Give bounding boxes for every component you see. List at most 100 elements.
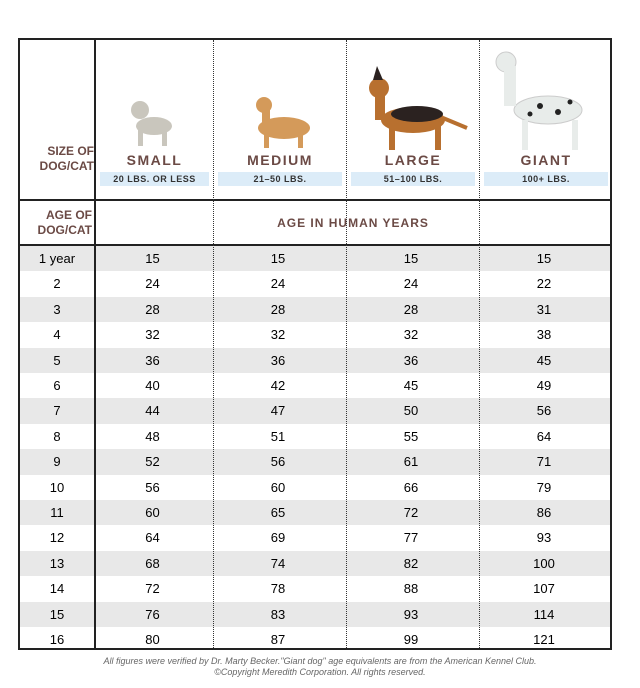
human-age-cell: 72 [145,581,160,597]
human-age-cell: 32 [403,327,419,343]
pug-icon [131,101,172,146]
size-name: GIANT [520,152,572,168]
table-row: 9 52 56 61 71 [20,449,610,475]
table-row: 7 44 47 50 56 [20,398,610,424]
human-age-cell: 87 [270,632,286,647]
human-age-cell: 45 [536,352,552,368]
size-column-giant: GIANT 100+ LBS. [480,40,612,199]
human-age-cell: 15 [536,251,552,266]
human-age-cell: 80 [145,632,160,647]
human-age-cell: 78 [270,581,286,597]
human-age-cell: 77 [403,530,419,546]
human-age-cell: 88 [403,581,419,597]
footer-copyright: ©Copyright Meredith Corporation. All rig… [214,667,426,677]
dog-age-cell: 8 [53,428,61,444]
human-age-cell: 93 [403,606,419,622]
weight-range: 51–100 LBS. [351,172,475,186]
human-age-cell: 32 [270,327,286,343]
human-age-cell: 24 [403,276,419,292]
dog-age-cell: 6 [53,378,61,393]
human-age-cell: 114 [533,606,555,622]
table-row: 14 72 78 88 107 [20,576,610,601]
footer-note: All figures were verified by Dr. Marty B… [103,656,537,666]
dog-age-cell: 12 [49,530,65,546]
human-years-header: AGE IN HUMAN YEARS [277,216,429,230]
table-row: 6 40 42 45 49 [20,373,610,398]
weight-range: 100+ LBS. [484,172,608,186]
dog-age-cell: 9 [53,454,61,470]
human-age-cell: 24 [145,276,160,292]
human-age-cell: 48 [145,428,160,444]
dog-age-cell: 13 [49,555,65,571]
table-row: 5 36 36 36 45 [20,347,610,373]
human-age-cell: 45 [403,378,419,393]
dog-age-cell: 14 [49,581,65,597]
human-age-cell: 15 [145,251,160,266]
human-age-cell: 69 [270,530,286,546]
human-age-cell: 82 [403,555,419,571]
human-age-cell: 64 [536,428,552,444]
human-age-cell: 93 [536,530,552,546]
table-row: 8 48 51 55 64 [20,424,610,449]
size-name: LARGE [384,152,442,168]
table-row: 1 year 15 15 15 15 [20,246,610,272]
human-age-cell: 36 [403,352,419,368]
size-header: SIZE OF DOG/CAT [39,144,94,173]
human-age-cell: 15 [270,251,286,266]
human-age-cell: 38 [536,327,552,343]
table-row: 13 68 74 82 100 [20,550,610,577]
human-age-cell: 44 [145,403,160,419]
german-shepherd-icon [369,66,468,150]
table-row: 10 56 60 66 79 [20,475,610,500]
size-column-large: LARGE 51–100 LBS. [347,40,479,199]
human-age-cell: 36 [270,352,286,368]
human-age-cell: 55 [403,428,419,444]
human-age-cell: 60 [145,505,160,520]
human-age-cell: 52 [145,454,160,470]
human-age-cell: 56 [536,403,552,419]
dog-age-cell: 10 [49,479,65,495]
dog-age-cell: 16 [49,632,65,647]
human-age-cell: 83 [270,606,286,622]
human-age-cell: 28 [403,301,419,317]
dog-age-cell: 15 [49,606,65,622]
table-row: 2 24 24 24 22 [20,271,610,296]
human-age-cell: 71 [536,454,552,470]
age-header: AGE OF DOG/CAT [37,208,92,237]
human-age-cell: 68 [145,555,160,571]
weight-range: 20 LBS. OR LESS [100,172,209,186]
human-age-cell: 36 [145,352,160,368]
human-age-cell: 49 [536,378,552,393]
dog-age-table: SIZE OF DOG/CAT AGE OF DOG/CAT AGE IN HU… [18,38,612,650]
dog-age-cell: 4 [53,327,61,343]
dog-age-cell: 2 [53,276,61,292]
size-name: SMALL [126,152,183,168]
human-age-cell: 42 [270,378,286,393]
human-age-cell: 72 [403,505,419,520]
dog-age-cell: 5 [53,352,61,368]
dog-age-cell: 11 [50,505,64,520]
human-age-cell: 51 [270,428,286,444]
human-age-cell: 15 [403,251,419,266]
human-age-cell: 100 [533,555,555,571]
human-age-cell: 22 [536,276,552,292]
dog-age-cell: 7 [53,403,61,419]
table-row: 16 80 87 99 121 [20,627,610,652]
human-age-cell: 64 [145,530,160,546]
dog-age-cell: 1 year [38,251,76,266]
size-column-medium: MEDIUM 21–50 LBS. [214,40,346,199]
size-column-small: SMALL 20 LBS. OR LESS [96,40,213,199]
human-age-cell: 24 [270,276,286,292]
human-age-cell: 99 [403,632,419,647]
human-age-cell: 28 [270,301,286,317]
human-age-cell: 47 [270,403,286,419]
great-dane-icon [495,51,583,150]
human-age-cell: 121 [533,632,555,647]
table-row: 3 28 28 28 31 [20,296,610,323]
human-age-cell: 60 [270,479,286,495]
human-age-cell: 56 [270,454,286,470]
human-age-cell: 50 [403,403,419,419]
human-age-cell: 76 [145,606,160,622]
human-age-cell: 31 [536,301,552,317]
human-age-cell: 65 [270,505,286,520]
